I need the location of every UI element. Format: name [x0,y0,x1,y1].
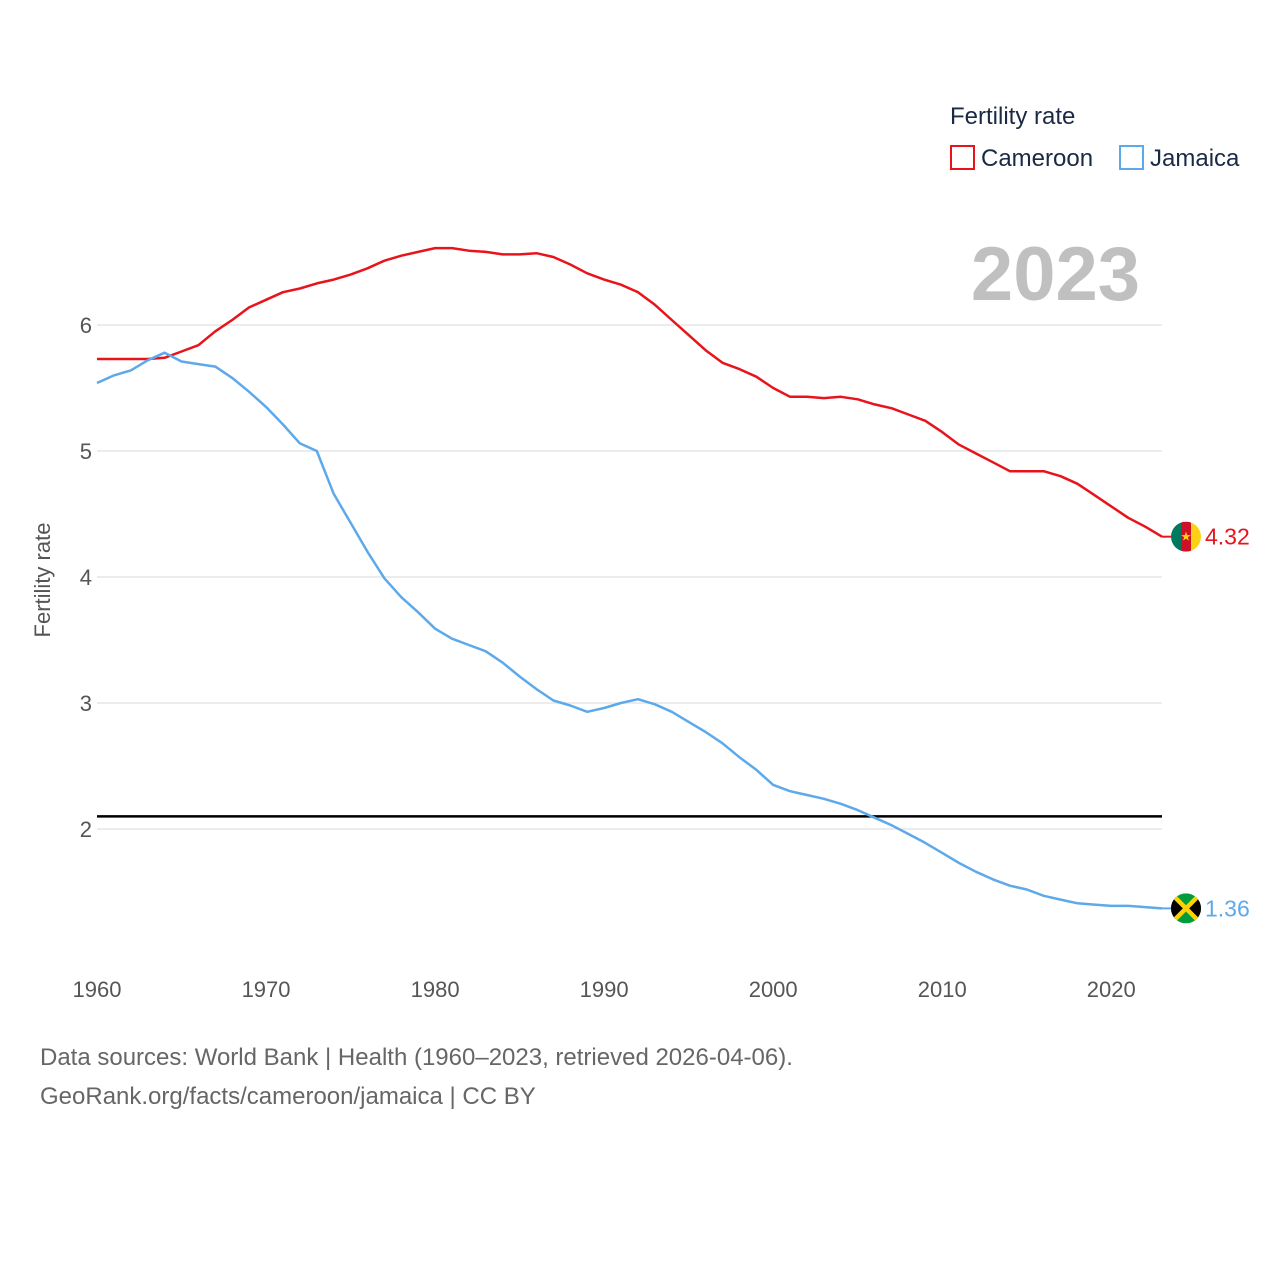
x-tick-label: 1980 [411,977,460,1002]
y-tick-label: 3 [80,691,92,716]
series-line-jamaica [96,351,1163,910]
series-line-cameroon [97,246,1163,538]
y-axis-ticks: 2 3 4 5 6 [80,313,92,842]
x-tick-label: 1990 [580,977,629,1002]
x-tick-label: 2000 [749,977,798,1002]
x-tick-label: 2010 [918,977,967,1002]
legend-swatch-jamaica [1119,145,1144,170]
gridlines [97,324,1162,830]
x-axis-ticks: 1960 1970 1980 1990 2000 2010 2020 [73,977,1136,1002]
y-tick-label: 4 [80,565,92,590]
cameroon-flag-icon [1171,521,1201,552]
legend-swatch-cameroon [950,145,975,170]
end-value-cameroon: 4.32 [1205,524,1250,550]
jamaica-flag-icon [1171,893,1201,924]
legend: Fertility rate Cameroon Jamaica [950,103,1240,172]
year-label: 2023 [971,232,1140,317]
credit-link[interactable]: GeoRank.org/facts/cameroon/jamaica | CC … [40,1083,536,1110]
x-tick-label: 2020 [1087,977,1136,1002]
x-tick-label: 1970 [242,977,291,1002]
x-tick-label: 1960 [73,977,122,1002]
series-end-markers [1162,535,1172,910]
legend-label-cameroon: Cameroon [981,145,1093,172]
legend-title: Fertility rate [950,103,1075,130]
series-lines [96,246,1163,910]
legend-label-jamaica: Jamaica [1150,145,1240,172]
data-source-text: Data sources: World Bank | Health (1960–… [40,1044,793,1071]
y-tick-label: 2 [80,817,92,842]
y-axis-title: Fertility rate [30,523,55,638]
fertility-line-chart: 2 3 4 5 6 1960 1970 1980 1990 2000 2010 2020 Ferti… [30,103,1250,1002]
y-tick-label: 6 [80,313,92,338]
end-value-jamaica: 1.36 [1205,895,1250,921]
y-tick-label: 5 [80,439,92,464]
